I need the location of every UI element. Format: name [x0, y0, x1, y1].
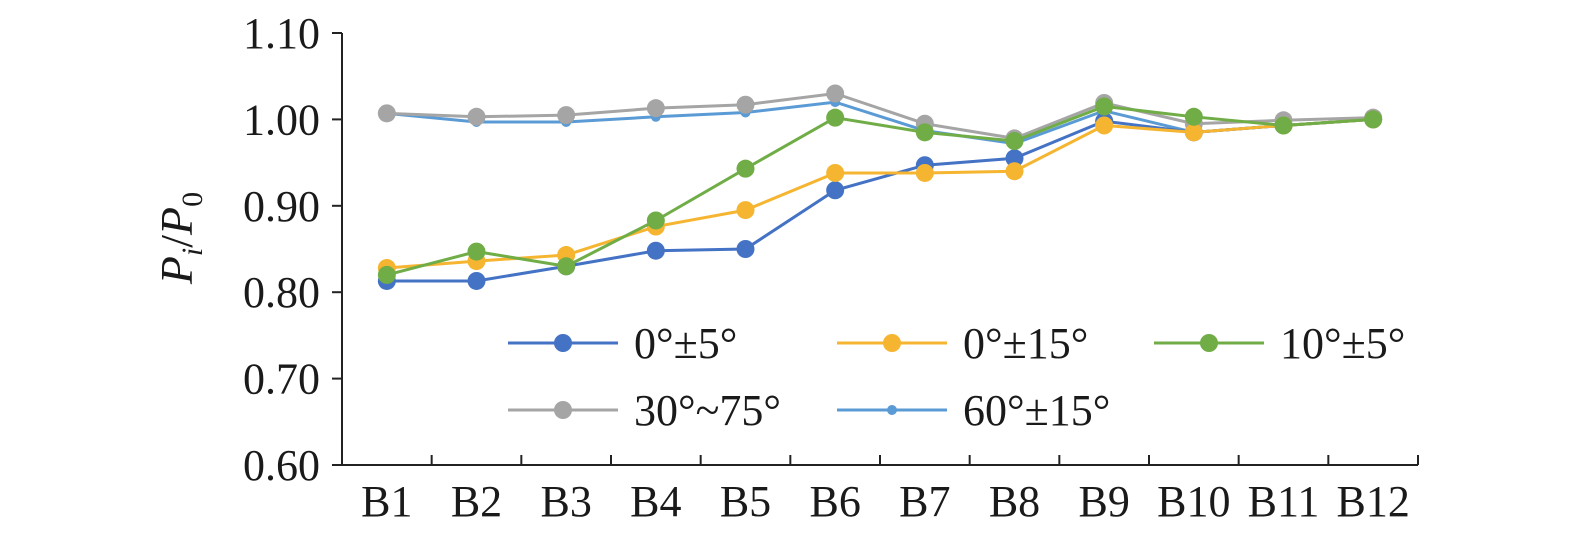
data-point — [646, 99, 665, 118]
x-tick-label: B3 — [540, 477, 591, 526]
data-point — [557, 106, 576, 125]
legend-label: 60°±15° — [963, 386, 1110, 435]
legend-item: 30°~75° — [508, 386, 781, 435]
data-point — [1005, 149, 1024, 168]
data-point — [826, 84, 845, 103]
data-point — [915, 123, 934, 142]
data-point — [646, 241, 665, 260]
data-point — [1095, 116, 1114, 135]
y-axis-title-slash: / — [151, 235, 202, 248]
data-point — [646, 211, 665, 230]
x-tick-label: B1 — [361, 477, 412, 526]
y-tick-label: 0.80 — [243, 268, 320, 317]
x-tick-label: B11 — [1248, 477, 1320, 526]
y-tick-label: 1.10 — [243, 9, 320, 58]
axes: 0.60 0.70 0.80 0.90 1.00 1.10 B1 B2 B3 B4 B5 B6 B7 B8… — [243, 9, 1419, 526]
y-axis-title-sub-i: i — [176, 248, 209, 256]
y-axis-title: Pi/P0 — [151, 192, 209, 285]
data-point — [915, 163, 934, 182]
y-tick-label: 1.00 — [243, 95, 320, 144]
data-point — [1184, 107, 1203, 126]
legend-swatch-marker — [883, 334, 901, 352]
legend: 0°±5° 0°±15° 10°±5° 30°~75° 60°±15° — [508, 319, 1405, 435]
legend-swatch-marker — [554, 334, 572, 352]
data-point — [557, 257, 576, 276]
data-point — [736, 159, 755, 178]
legend-swatch-marker — [887, 405, 897, 415]
x-tick-label: B12 — [1336, 477, 1409, 526]
x-tick-label: B5 — [720, 477, 771, 526]
y-axis-title-sub-0: 0 — [176, 192, 209, 207]
data-point — [467, 271, 486, 290]
x-tick-label: B6 — [809, 477, 860, 526]
data-point — [1274, 116, 1293, 135]
legend-label: 0°±5° — [634, 319, 737, 368]
data-point — [467, 107, 486, 126]
data-point — [736, 201, 755, 220]
data-point — [1005, 162, 1024, 181]
x-tick-label: B9 — [1078, 477, 1129, 526]
legend-item: 0°±15° — [837, 319, 1088, 368]
series-2 — [377, 110, 1383, 278]
y-tick-label: 0.70 — [243, 355, 320, 404]
legend-label: 30°~75° — [634, 386, 781, 435]
legend-swatch-marker — [554, 401, 572, 419]
x-tick-label: B7 — [899, 477, 950, 526]
series-line — [386, 117, 1374, 270]
data-point — [1095, 97, 1114, 116]
data-point — [1184, 123, 1203, 142]
x-tick-label: B4 — [630, 477, 681, 526]
legend-swatch-marker — [1200, 334, 1218, 352]
data-point — [1005, 132, 1024, 150]
data-point — [377, 265, 396, 284]
legend-item: 0°±5° — [508, 319, 737, 368]
series-line — [386, 104, 1374, 277]
legend-label: 10°±5° — [1280, 319, 1405, 368]
y-tick-label: 0.90 — [243, 182, 320, 231]
data-point — [826, 163, 845, 182]
legend-label: 0°±15° — [963, 319, 1088, 368]
legend-item: 10°±5° — [1154, 319, 1405, 368]
data-point — [826, 108, 845, 127]
series-3 — [377, 97, 1383, 284]
legend-item: 60°±15° — [837, 386, 1110, 435]
series-layer — [377, 84, 1383, 290]
x-tick-label: B10 — [1157, 477, 1230, 526]
data-point — [736, 240, 755, 258]
data-point — [467, 242, 486, 261]
x-tick-label: B2 — [451, 477, 502, 526]
y-axis-title-base: P — [151, 256, 202, 285]
series-line — [386, 91, 1374, 140]
data-point — [736, 95, 755, 114]
data-point — [1364, 110, 1383, 129]
data-point — [377, 104, 396, 123]
data-point — [826, 181, 845, 200]
x-tick-label: B8 — [989, 477, 1040, 526]
y-tick-label: 0.60 — [243, 441, 320, 490]
series-1 — [377, 110, 1383, 290]
y-axis-title-base-2: P — [151, 207, 202, 236]
